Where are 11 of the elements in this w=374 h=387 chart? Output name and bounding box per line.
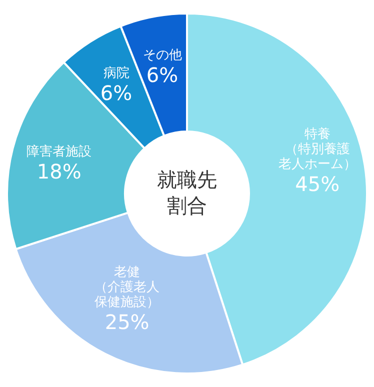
slice-label: 特養（特別養護老人ホーム） bbox=[278, 126, 356, 172]
data-label: 6% bbox=[146, 62, 178, 87]
data-label: 18% bbox=[36, 160, 82, 184]
slice-label: 障害者施設 bbox=[26, 144, 92, 160]
slice-label: その他 bbox=[142, 48, 182, 63]
data-label: 6% bbox=[100, 81, 132, 106]
text: 就職先割合 bbox=[157, 168, 217, 218]
slice-label: 老健（介護老人保健施設） bbox=[94, 265, 160, 310]
slice-label: 病院 bbox=[103, 66, 130, 82]
data-label: 25% bbox=[104, 310, 150, 334]
data-label: 45% bbox=[295, 172, 340, 196]
